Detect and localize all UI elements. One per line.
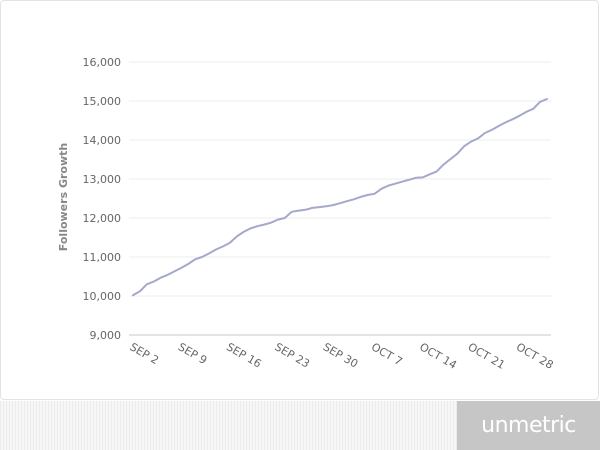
brand-name: unmetric [481,413,576,438]
x-axis-ticks: SEP 2 SEP 9 SEP 16 SEP 23 SEP 30 OCT 7 OCT 14 O… [128,340,556,372]
series-line [132,98,548,297]
x-tick-label: OCT 14 [417,340,459,372]
brand-logo: unmetric [457,401,600,450]
y-tick-label: 12,000 [83,212,122,225]
y-tick-label: 10,000 [83,290,122,303]
x-tick-label: OCT 7 [369,340,405,368]
followers-growth-chart: 9,000 10,000 11,000 12,000 13,000 14,000 15,00… [57,56,556,372]
y-tick-label: 14,000 [83,134,122,147]
y-tick-label: 15,000 [83,95,122,108]
x-tick-label: SEP 16 [224,340,263,370]
y-tick-label: 13,000 [83,173,122,186]
x-tick-label: SEP 9 [176,340,209,367]
y-axis-label: Followers Growth [57,143,70,251]
y-tick-label: 11,000 [83,251,122,264]
footer-bar: unmetric [0,401,600,450]
chart-card: 9,000 10,000 11,000 12,000 13,000 14,000 15,00… [0,0,599,400]
y-tick-label: 16,000 [83,56,122,69]
x-tick-label: SEP 30 [321,340,360,370]
x-tick-label: OCT 21 [466,340,508,372]
x-tick-label: OCT 28 [514,340,556,372]
y-axis-ticks: 9,000 10,000 11,000 12,000 13,000 14,000 15,00… [83,56,122,342]
y-tick-label: 9,000 [90,329,122,342]
x-tick-label: SEP 23 [272,340,311,370]
x-tick-label: SEP 2 [128,340,161,367]
